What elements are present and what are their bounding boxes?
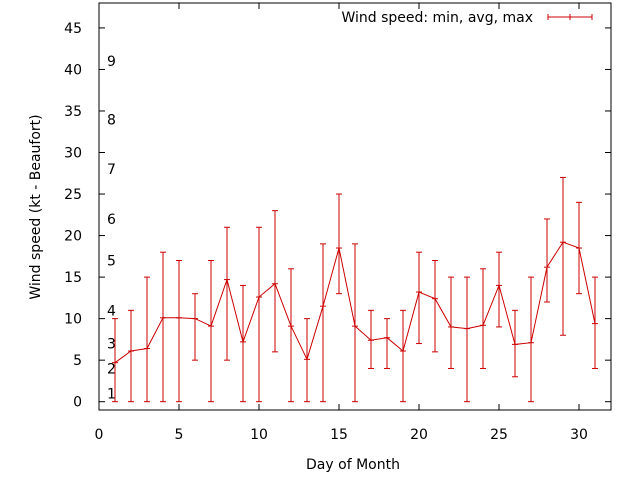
x-tick-label: 20 [410,427,428,443]
y-tick-label: 0 [73,395,82,411]
y-tick-label: 5 [73,353,82,369]
beaufort-labels: 1 2 3 4 5 6 7 8 9 [107,54,116,402]
legend-key [547,14,593,20]
y-tick-label: 25 [64,187,82,203]
x-tick-label: 25 [490,427,508,443]
x-tick-label: 0 [95,427,104,443]
y-tick-label: 35 [64,104,82,120]
beaufort-label: 5 [107,253,116,269]
error-bars [112,176,598,403]
y-tick-label: 30 [64,146,82,162]
legend-label: Wind speed: min, avg, max [341,10,533,26]
y-tick-label: 45 [64,21,82,37]
beaufort-label: 1 [107,386,116,402]
beaufort-label: 8 [107,112,116,128]
legend: Wind speed: min, avg, max [341,10,593,26]
y-axis-label: Wind speed (kt - Beaufort) [28,114,44,299]
beaufort-label: 6 [107,212,116,228]
beaufort-label: 2 [107,361,116,377]
x-tick-label: 15 [330,427,348,443]
y-tick-label: 40 [64,62,82,78]
y-tick-label: 15 [64,270,82,286]
y-tick-label: 10 [64,312,82,328]
beaufort-label: 7 [107,162,116,178]
beaufort-label: 4 [107,303,116,319]
x-tick-label: 10 [250,427,268,443]
x-tick-label: 30 [570,427,588,443]
avg-line [112,241,598,364]
beaufort-label: 9 [107,54,116,70]
x-tick-label: 5 [175,427,184,443]
x-axis-label: Day of Month [306,457,400,473]
beaufort-label: 3 [107,337,116,353]
y-tick-label: 20 [64,229,82,245]
plot-frame [98,2,612,411]
